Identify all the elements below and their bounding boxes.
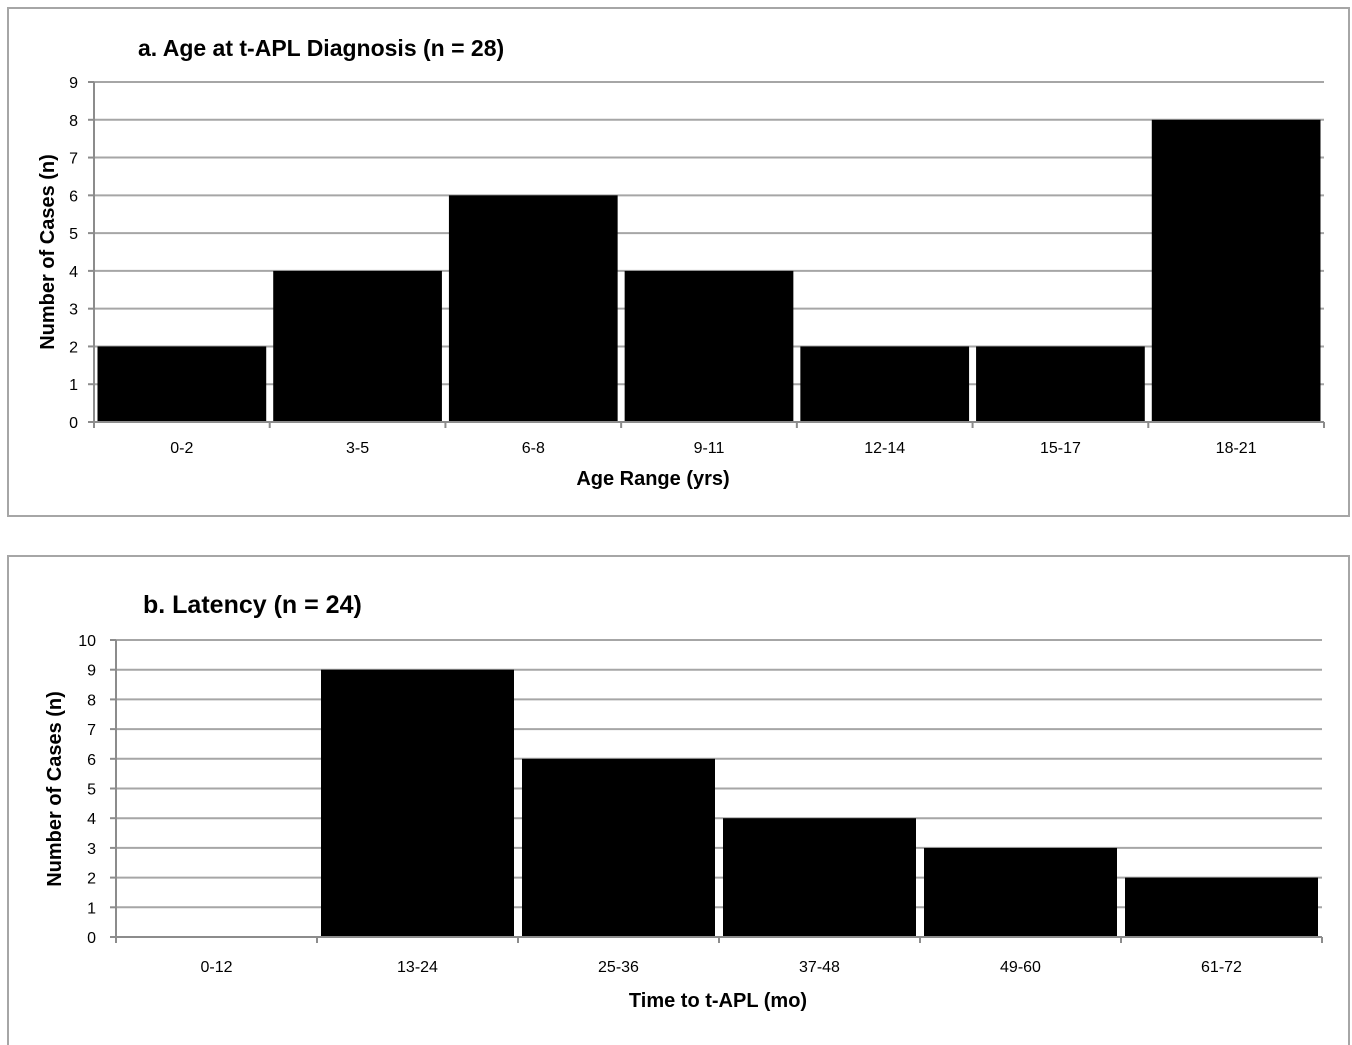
y-tick-label: 8	[69, 113, 78, 130]
bar-3-5	[273, 270, 442, 422]
y-tick-label: 7	[87, 722, 96, 739]
x-axis-title: Time to t-APL (mo)	[629, 990, 807, 1012]
x-tick-label: 37-48	[799, 959, 840, 976]
bar-49-60	[924, 847, 1117, 937]
x-tick-label: 13-24	[397, 959, 438, 976]
bar-0-2	[97, 346, 267, 422]
chart-title: b. Latency (n = 24)	[143, 591, 362, 619]
y-tick-label: 2	[87, 871, 96, 888]
x-tick-label: 9-11	[694, 440, 725, 457]
y-tick-label: 4	[69, 264, 78, 281]
x-axis-title: Age Range (yrs)	[576, 468, 729, 490]
y-axis-title: Number of Cases (n)	[44, 691, 66, 887]
bar-6-8	[448, 195, 618, 422]
bar-25-36	[522, 758, 715, 937]
bar-37-48	[723, 818, 916, 937]
bar-12-14	[800, 346, 970, 422]
y-tick-label: 5	[69, 226, 78, 243]
x-tick-label: 25-36	[598, 959, 639, 976]
y-tick-label: 9	[69, 75, 78, 92]
bar-13-24	[321, 669, 514, 937]
x-tick-label: 61-72	[1201, 959, 1242, 976]
x-tick-label: 15-17	[1040, 440, 1081, 457]
x-tick-label: 12-14	[864, 440, 905, 457]
y-tick-label: 1	[69, 377, 78, 394]
y-tick-label: 0	[87, 930, 96, 947]
y-tick-label: 3	[69, 302, 78, 319]
y-tick-label: 0	[69, 415, 78, 432]
chart-panel-age	[7, 7, 1350, 517]
y-tick-label: 10	[78, 633, 96, 650]
bar-61-72	[1125, 877, 1318, 937]
bar-15-17	[976, 346, 1145, 422]
y-tick-label: 8	[87, 692, 96, 709]
x-tick-label: 18-21	[1216, 440, 1257, 457]
x-tick-label: 49-60	[1000, 959, 1041, 976]
x-tick-label: 6-8	[522, 440, 545, 457]
y-tick-label: 9	[87, 663, 96, 680]
x-tick-label: 0-2	[170, 440, 193, 457]
y-tick-label: 1	[87, 900, 96, 917]
y-tick-label: 2	[69, 339, 78, 356]
bar-9-11	[624, 270, 794, 422]
y-tick-label: 5	[87, 782, 96, 799]
y-axis-title: Number of Cases (n)	[37, 154, 59, 350]
x-tick-label: 0-12	[200, 959, 232, 976]
y-tick-label: 6	[87, 752, 96, 769]
y-tick-label: 7	[69, 151, 78, 168]
x-tick-label: 3-5	[346, 440, 369, 457]
bar-18-21	[1151, 119, 1321, 423]
y-tick-label: 6	[69, 188, 78, 205]
chart-title: a. Age at t-APL Diagnosis (n = 28)	[138, 35, 504, 61]
y-tick-label: 3	[87, 841, 96, 858]
y-tick-label: 4	[87, 811, 96, 828]
